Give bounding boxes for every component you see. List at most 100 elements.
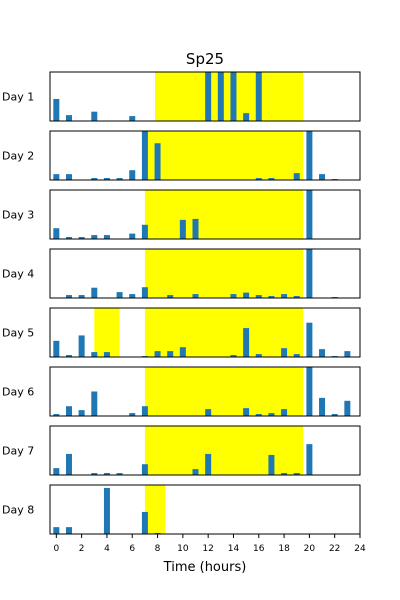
bar [344, 400, 351, 416]
bar [91, 235, 98, 239]
x-tick-label: 2 [79, 544, 85, 554]
bar [78, 335, 85, 357]
bar [129, 116, 136, 121]
bar [243, 328, 250, 357]
bar [141, 511, 148, 534]
x-tick-label: 8 [155, 544, 161, 554]
panel-frame [49, 484, 361, 535]
highlight-band [144, 308, 304, 357]
bar [91, 287, 98, 298]
x-tick-label: 22 [329, 544, 340, 554]
highlight-band [147, 131, 304, 180]
bar [53, 174, 60, 180]
x-axis: 0 2 4 6 8 10 12 14 16 18 20 22 24 [53, 534, 366, 554]
panel-frame [49, 71, 361, 122]
bar [281, 409, 288, 416]
bar [205, 409, 212, 416]
bar [306, 249, 313, 298]
bar [141, 224, 148, 239]
bar [65, 115, 72, 121]
panel-frame [49, 130, 361, 181]
bar [192, 218, 199, 239]
bar [65, 355, 72, 357]
bar [319, 349, 326, 357]
panel-frame [49, 425, 361, 476]
x-tick-label: 4 [104, 544, 110, 554]
day-panels: Day 1 Day 2 Day 3 Day 4 Day 5 Day 6 Day 7 Day 8 [2, 71, 361, 535]
bar [103, 352, 110, 357]
bar [65, 453, 72, 475]
highlight-band [144, 367, 304, 416]
bar [306, 367, 313, 416]
bar [205, 72, 212, 121]
highlight-band [144, 190, 304, 239]
x-tick-label: 10 [177, 544, 189, 554]
bar [179, 347, 186, 357]
day-label: Day 1 [2, 91, 34, 104]
x-axis-label: Time (hours) [163, 560, 247, 575]
panel-frame [49, 248, 361, 299]
bar [78, 237, 85, 239]
bar [255, 354, 262, 357]
bar [154, 351, 161, 357]
bar [65, 174, 72, 180]
day-panel: Day 3 [2, 189, 361, 240]
bar [116, 473, 123, 475]
bar [319, 397, 326, 416]
bar [306, 444, 313, 475]
day-panel: Day 2 [2, 130, 361, 181]
bar [230, 355, 237, 357]
bar [306, 131, 313, 180]
x-tick-label: 20 [304, 544, 316, 554]
x-tick-label: 6 [129, 544, 135, 554]
bar [205, 453, 212, 475]
bar [192, 294, 199, 298]
bar [116, 292, 123, 298]
panel-frame [49, 307, 361, 358]
bar [53, 414, 60, 416]
x-tick-label: 18 [278, 544, 290, 554]
bar [243, 113, 250, 121]
bar [281, 294, 288, 298]
bar [268, 454, 275, 475]
x-tick-label: 0 [53, 544, 59, 554]
bar [53, 527, 60, 534]
bar [103, 473, 110, 475]
bar [129, 413, 136, 416]
x-tick-label: 16 [253, 544, 265, 554]
x-tick-label: 14 [228, 544, 240, 554]
bar [129, 170, 136, 180]
bar [141, 406, 148, 416]
bar [141, 287, 148, 298]
bar [78, 295, 85, 298]
x-tick-label: 12 [202, 544, 213, 554]
day-panel: Day 8 [2, 484, 361, 535]
day-label: Day 5 [2, 327, 34, 340]
day-panel: Day 5 [2, 307, 361, 358]
x-tick-label: 24 [354, 544, 366, 554]
bar [179, 219, 186, 239]
day-panel: Day 6 [2, 366, 361, 417]
bar [306, 190, 313, 239]
bar [91, 391, 98, 416]
bar [293, 354, 300, 357]
bar [141, 131, 148, 180]
bar [268, 413, 275, 416]
highlight-band [144, 426, 304, 475]
bar [116, 178, 123, 180]
bar [53, 340, 60, 357]
bar [293, 296, 300, 298]
bar [103, 235, 110, 239]
bar [78, 410, 85, 416]
bar [141, 464, 148, 475]
bar [129, 233, 136, 239]
day-label: Day 2 [2, 150, 34, 163]
bar [281, 473, 288, 475]
bar [91, 178, 98, 180]
bar [255, 178, 262, 180]
day-panel: Day 1 [2, 71, 361, 122]
bar [65, 527, 72, 534]
day-label: Day 7 [2, 445, 34, 458]
bar [217, 72, 224, 121]
